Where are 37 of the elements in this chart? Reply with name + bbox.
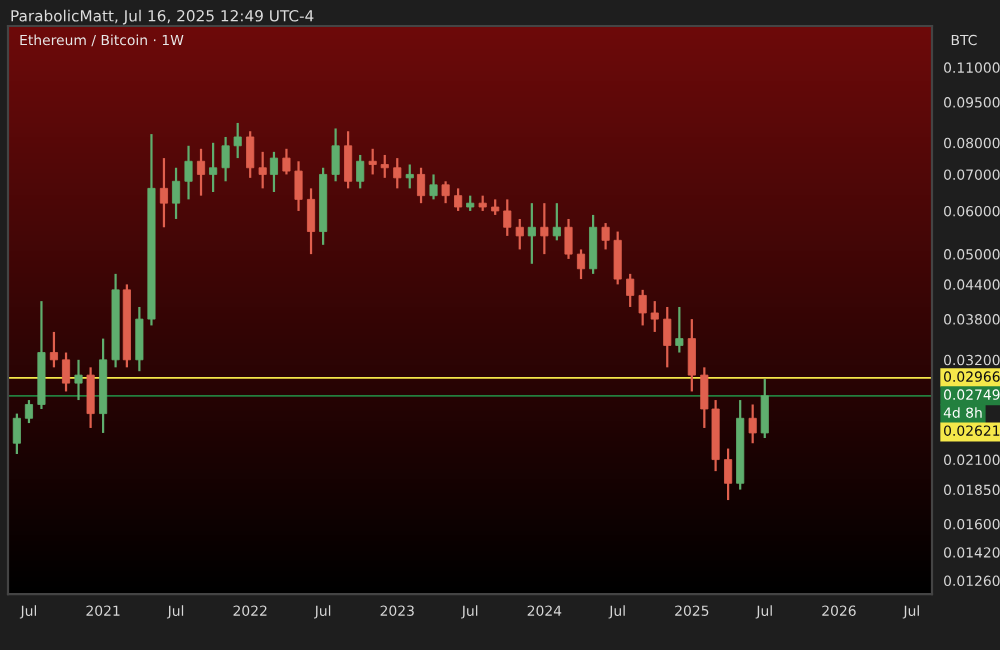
candlestick: [589, 213, 598, 275]
candlestick: [159, 156, 168, 229]
candlestick: [258, 150, 267, 190]
candlestick: [724, 447, 733, 502]
candlestick: [49, 330, 58, 369]
candlestick: [540, 202, 549, 256]
candlestick: [748, 403, 757, 445]
candlestick: [209, 141, 218, 194]
candlestick: [331, 127, 340, 183]
candlestick: [441, 180, 450, 205]
candlestick: [246, 130, 255, 179]
candlestick: [184, 144, 193, 201]
candlestick: [306, 187, 316, 256]
candlestick: [356, 153, 365, 190]
candlestick: [86, 366, 95, 430]
candlestick: [527, 202, 536, 265]
candlestick: [760, 377, 769, 440]
candlestick: [416, 166, 426, 205]
candlestick: [24, 398, 33, 425]
candlestick: [61, 351, 71, 393]
candlestick: [429, 173, 438, 201]
candlestick: [405, 163, 414, 190]
candlestick: [196, 147, 206, 197]
candlestick: [576, 248, 586, 281]
candlestick: [454, 187, 463, 213]
candlestick: [552, 202, 561, 242]
candlestick: [269, 150, 278, 194]
candlestick: [171, 166, 181, 221]
candlestick: [675, 305, 684, 354]
candlestick: [393, 156, 402, 190]
candlestick: [344, 130, 353, 190]
candlestick: [626, 272, 635, 309]
candlestick: [564, 217, 573, 261]
candlestick: [663, 305, 672, 369]
candlestick: [12, 412, 21, 456]
candlestick: [687, 318, 696, 393]
candlestick: [74, 358, 83, 402]
